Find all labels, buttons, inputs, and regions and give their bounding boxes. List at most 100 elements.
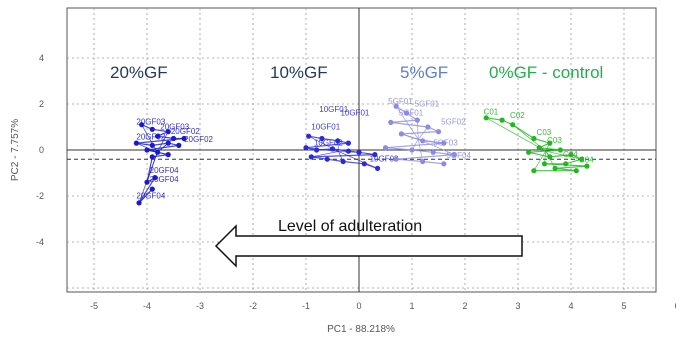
arrow-annotation: Level of adulteration (278, 218, 422, 235)
x-tick-label: -4 (143, 301, 151, 311)
series-line (422, 140, 444, 144)
point-label: 5GF04 (446, 151, 471, 160)
group-label: 10%GF (270, 63, 328, 82)
data-point (314, 147, 320, 153)
data-point (345, 148, 351, 154)
data-point (144, 179, 150, 185)
series-line (486, 117, 503, 121)
series-line (152, 128, 169, 133)
data-point (531, 168, 537, 174)
data-point (139, 122, 145, 128)
point-label: 20GF02 (171, 127, 200, 136)
data-point (579, 156, 585, 162)
y-axis-label: PC2 - 7.757% (10, 119, 21, 181)
series-line (385, 147, 413, 151)
series-line (332, 148, 349, 152)
series-line (157, 135, 174, 140)
series-link (545, 150, 582, 160)
series-line (401, 131, 439, 135)
series-line (136, 142, 153, 146)
data-point (420, 138, 426, 144)
series-line (138, 188, 153, 204)
data-point (345, 140, 351, 146)
data-point (155, 149, 161, 155)
data-point (563, 161, 569, 167)
series-line (539, 147, 561, 151)
x-axis-label: PC1 - 88.218% (327, 324, 395, 335)
series-link (311, 151, 339, 158)
point-label: C03 (547, 136, 562, 145)
data-point (584, 163, 590, 169)
series-line (321, 137, 338, 142)
data-point (568, 152, 574, 158)
group-label: 20%GF (110, 63, 168, 82)
data-point (303, 145, 309, 151)
point-label: 10GF03 (370, 155, 399, 164)
point-label: 20GF02 (136, 133, 165, 142)
series-line (555, 165, 587, 169)
data-point (409, 147, 415, 153)
data-point (499, 117, 505, 123)
data-point (393, 156, 399, 162)
point-label: 20GF03 (136, 118, 165, 127)
series-line (528, 149, 561, 153)
point-label: 20GF03 (160, 122, 189, 131)
series-link (395, 106, 419, 140)
series-line (152, 142, 169, 146)
data-point (170, 135, 177, 142)
data-point (541, 161, 548, 167)
point-label: 20GF04 (136, 191, 165, 200)
data-point (526, 149, 532, 155)
adulteration-arrow: Level of adulteration (214, 218, 523, 268)
data-point (404, 110, 410, 116)
series-line (138, 177, 156, 204)
data-point (441, 161, 447, 167)
data-point (531, 135, 537, 142)
x-tick-label: -1 (302, 301, 310, 311)
series-link (138, 152, 158, 204)
series-line (528, 151, 550, 158)
series-line (305, 142, 349, 149)
series-line (549, 154, 572, 158)
series-line (146, 144, 179, 151)
x-tick-label: 0 (356, 301, 361, 311)
data-point (308, 154, 314, 160)
data-point (573, 168, 579, 174)
data-point (324, 156, 330, 162)
x-tick-label: 5 (621, 301, 626, 311)
point-label: 5GF01 (388, 97, 413, 106)
series-link (417, 139, 423, 162)
point-label: 10GF02 (314, 138, 343, 147)
group-labels: 20%GF 10%GF 5%GF 0%GF - control (110, 63, 603, 82)
data-point (414, 117, 420, 123)
data-point (425, 124, 431, 130)
data-point (420, 158, 426, 165)
x-tick-label: -2 (249, 301, 257, 311)
data-point (319, 135, 325, 142)
data-point (176, 142, 182, 148)
point-label: 10GF01 (319, 105, 348, 114)
series-line (343, 160, 365, 165)
data-point (335, 138, 341, 144)
data-point (181, 135, 187, 142)
data-point (165, 152, 171, 158)
series-line (390, 119, 418, 123)
data-point (306, 133, 312, 139)
point-label: 5GF03 (433, 138, 458, 147)
data-point (149, 142, 155, 148)
series-link (416, 120, 419, 140)
group-label: 0%GF - control (489, 63, 603, 82)
data-point (374, 165, 381, 171)
data-point (149, 154, 155, 160)
data-point (510, 122, 516, 128)
series-link (545, 150, 556, 169)
data-point (382, 145, 389, 151)
data-point (441, 140, 447, 146)
point-label: 5GF02 (441, 118, 466, 127)
series-line (311, 156, 328, 160)
data-point (547, 154, 553, 160)
data-point (388, 119, 394, 125)
y-tick-label: -2 (36, 191, 44, 201)
series-line (136, 137, 185, 144)
